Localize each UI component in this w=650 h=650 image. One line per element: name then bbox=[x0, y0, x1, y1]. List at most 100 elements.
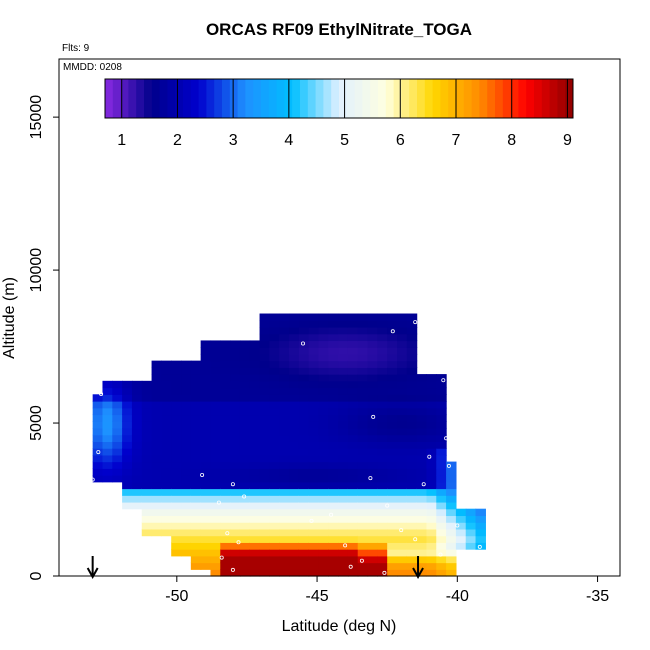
sample-points bbox=[90, 307, 482, 575]
heatmap-cell bbox=[406, 535, 418, 543]
y-tick-label: 10000 bbox=[28, 248, 45, 293]
heatmap-cell bbox=[102, 421, 113, 429]
heatmap-cell bbox=[446, 475, 457, 483]
heatmap-cell bbox=[151, 508, 162, 517]
sample-point bbox=[371, 414, 376, 419]
heatmap-cell bbox=[308, 340, 320, 348]
heatmap-cell bbox=[338, 441, 349, 449]
heatmap-cell bbox=[279, 394, 290, 402]
heatmap-cell bbox=[357, 569, 369, 577]
colorbar-swatch bbox=[339, 79, 348, 118]
heatmap-cell bbox=[210, 488, 221, 496]
heatmap-cell bbox=[190, 555, 202, 564]
heatmap-cell bbox=[367, 367, 378, 375]
colorbar-swatch bbox=[323, 79, 332, 118]
heatmap-cell bbox=[377, 562, 388, 570]
heatmap-cell bbox=[416, 401, 428, 409]
heatmap-cell bbox=[259, 320, 270, 328]
heatmap-cell bbox=[298, 313, 310, 321]
heatmap-cell bbox=[426, 475, 437, 483]
heatmap-cell bbox=[92, 414, 104, 422]
heatmap-cell bbox=[308, 562, 320, 570]
heatmap-cell bbox=[220, 360, 231, 368]
heatmap-cell bbox=[328, 562, 339, 570]
heatmap-cell bbox=[446, 515, 457, 523]
heatmap-cell bbox=[318, 333, 329, 342]
heatmap-cell bbox=[171, 441, 182, 449]
heatmap-cell bbox=[279, 427, 290, 436]
heatmap-cell bbox=[397, 501, 408, 510]
heatmap-cell bbox=[181, 461, 192, 469]
heatmap-cell bbox=[171, 374, 182, 382]
heatmap-cell bbox=[230, 515, 241, 523]
heatmap-cell bbox=[328, 394, 339, 402]
heatmap-cell bbox=[357, 549, 369, 557]
heatmap-cell bbox=[259, 434, 270, 442]
heatmap-cell bbox=[387, 313, 398, 321]
heatmap-cell bbox=[377, 441, 388, 449]
heatmap-cell bbox=[298, 340, 310, 348]
heatmap-cell bbox=[200, 380, 212, 389]
heatmap-cell bbox=[161, 454, 172, 463]
colorbar-tick-label: 6 bbox=[396, 132, 405, 149]
heatmap-cell bbox=[397, 340, 408, 348]
heatmap-cell bbox=[347, 394, 359, 402]
heatmap-cell bbox=[230, 562, 241, 570]
heatmap-cell bbox=[269, 481, 280, 490]
heatmap-cell bbox=[259, 508, 270, 517]
heatmap-cell bbox=[397, 387, 408, 395]
heatmap-cell bbox=[406, 501, 418, 510]
heatmap-cell bbox=[102, 414, 113, 422]
heatmap-cell bbox=[338, 481, 349, 490]
heatmap-cell bbox=[161, 401, 172, 409]
heatmap-cell bbox=[308, 535, 320, 543]
heatmap-cell bbox=[446, 562, 457, 570]
heatmap-cell bbox=[141, 434, 153, 442]
heatmap-cell bbox=[298, 434, 310, 442]
heatmap-cell bbox=[289, 380, 300, 389]
colorbar-swatch bbox=[362, 79, 371, 118]
heatmap-cell bbox=[151, 495, 162, 503]
heatmap-cell bbox=[239, 542, 251, 550]
heatmap-cell bbox=[406, 562, 418, 570]
heatmap-cell bbox=[200, 522, 212, 530]
heatmap-cell bbox=[151, 468, 162, 476]
heatmap-cell bbox=[200, 542, 212, 550]
heatmap-cell bbox=[377, 468, 388, 476]
heatmap-cell bbox=[279, 320, 290, 328]
heatmap-cell bbox=[239, 427, 251, 436]
heatmap-cell bbox=[338, 394, 349, 402]
heatmap-cell bbox=[230, 461, 241, 469]
colorbar-swatch bbox=[268, 79, 278, 118]
heatmap-cell bbox=[259, 448, 270, 456]
heatmap-cell bbox=[200, 562, 212, 570]
heatmap-cell bbox=[122, 407, 133, 416]
heatmap-cell bbox=[347, 401, 359, 409]
colorbar-swatch bbox=[276, 79, 285, 118]
heatmap-cell bbox=[200, 421, 212, 429]
heatmap-cell bbox=[328, 481, 339, 490]
heatmap-cell bbox=[259, 495, 270, 503]
heatmap-cell bbox=[406, 353, 418, 362]
heatmap-cell bbox=[249, 542, 261, 550]
heatmap-cell bbox=[151, 441, 162, 449]
heatmap-cell bbox=[367, 481, 378, 490]
heatmap-cell bbox=[181, 495, 192, 503]
heatmap-cell bbox=[298, 374, 310, 382]
heatmap-cell bbox=[436, 549, 447, 557]
heatmap-cell bbox=[220, 468, 231, 476]
heatmap-cell bbox=[397, 542, 408, 550]
heatmap-cell bbox=[220, 367, 231, 375]
heatmap-cell bbox=[249, 475, 261, 483]
heatmap-cell bbox=[279, 508, 290, 517]
heatmap-cell bbox=[328, 569, 339, 577]
heatmap-cell bbox=[200, 468, 212, 476]
heatmap-cell bbox=[377, 542, 388, 550]
heatmap-cell bbox=[122, 495, 133, 503]
heatmap-cell bbox=[436, 468, 447, 476]
heatmap-cell bbox=[308, 481, 320, 490]
heatmap-cell bbox=[446, 508, 457, 517]
heatmap-cell bbox=[210, 508, 221, 517]
heatmap-cell bbox=[161, 448, 172, 456]
heatmap-cell bbox=[406, 555, 418, 564]
